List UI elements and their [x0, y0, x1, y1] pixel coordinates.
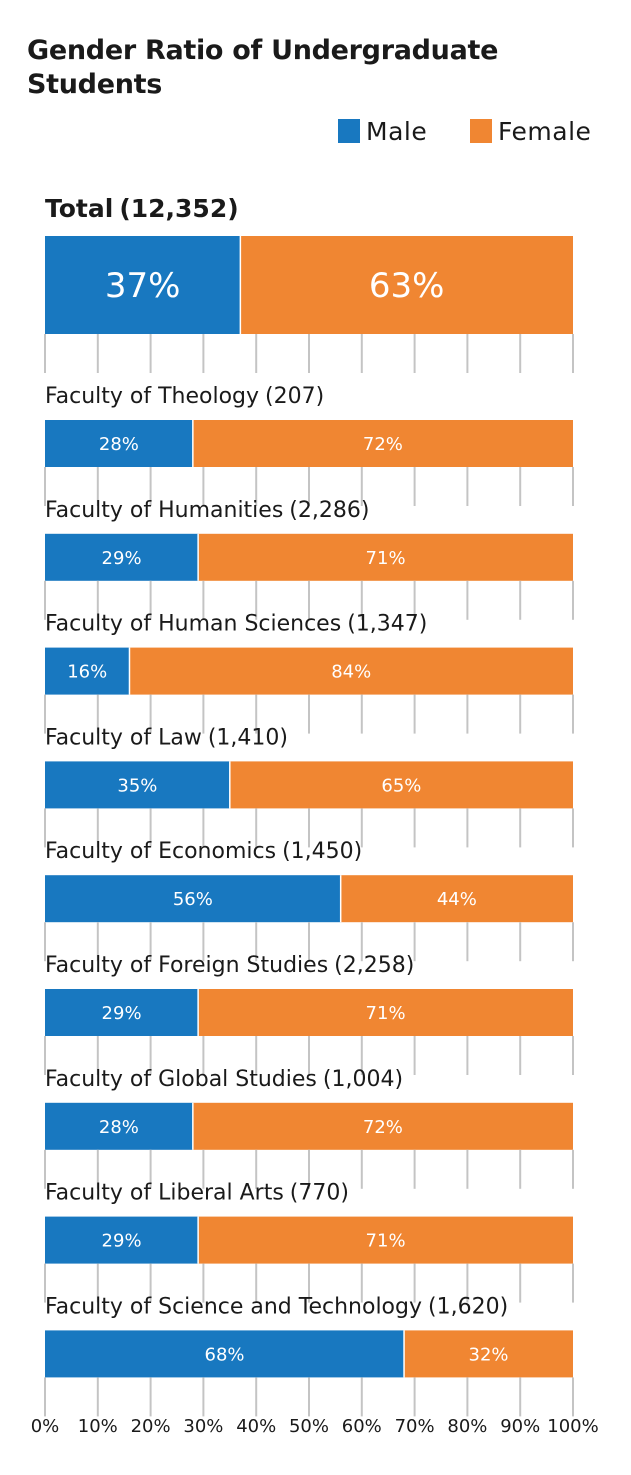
faculty-5-label: Faculty of Economics (1,450) — [45, 839, 362, 864]
faculty-1-male-value: 28% — [99, 434, 139, 455]
total-female-bar — [240, 236, 574, 334]
faculty-8-label: Faculty of Liberal Arts (770) — [45, 1181, 349, 1206]
faculty-9-female-bar — [404, 1330, 573, 1378]
legend-male-swatch — [338, 119, 360, 143]
legend-female-label: Female — [498, 116, 592, 146]
faculty-9-male-bar — [45, 1330, 405, 1378]
faculty-3-label: Faculty of Human Sciences (1,347) — [45, 612, 427, 637]
faculty-1-female-value: 72% — [363, 434, 403, 455]
x-tick-label: 90% — [500, 1416, 540, 1437]
faculty-9-female-value: 32% — [469, 1344, 509, 1365]
legend-male: Male — [338, 116, 427, 146]
faculty-8-female-value: 71% — [366, 1231, 406, 1252]
faculty-7-female-bar — [192, 1102, 573, 1150]
faculty-8-male-value: 29% — [102, 1231, 142, 1252]
x-tick-label: 70% — [395, 1416, 435, 1437]
faculty-6-male-bar — [45, 989, 199, 1036]
x-tick-label: 80% — [447, 1416, 487, 1437]
x-tick-label: 30% — [183, 1416, 223, 1437]
legend-female: Female — [470, 116, 591, 146]
faculty-2-female-bar — [198, 533, 573, 581]
x-tick-label: 100% — [547, 1416, 598, 1437]
faculty-2-female-value: 71% — [366, 548, 406, 569]
faculty-4-label: Faculty of Law (1,410) — [45, 725, 288, 750]
total-male-bar — [45, 236, 241, 334]
faculty-7-male-bar — [45, 1102, 193, 1150]
faculty-6-female-value: 71% — [366, 1003, 406, 1024]
faculty-8-female-bar — [198, 1216, 573, 1264]
faculty-3-female-value: 84% — [331, 662, 371, 683]
faculty-4-female-bar — [229, 761, 574, 809]
faculty-4-male-bar — [45, 761, 230, 809]
faculty-2-male-value: 29% — [102, 548, 142, 569]
legend-female-swatch — [470, 119, 492, 143]
total-label: Total (12,352) — [45, 194, 239, 223]
faculty-6-female-bar — [198, 989, 573, 1036]
faculty-5-male-bar — [45, 875, 341, 923]
x-tick-label: 0% — [31, 1416, 60, 1437]
faculty-2-label: Faculty of Humanities (2,286) — [45, 498, 369, 523]
faculty-6-label: Faculty of Foreign Studies (2,258) — [45, 953, 414, 978]
x-tick-label: 50% — [289, 1416, 329, 1437]
faculty-1-label: Faculty of Theology (207) — [45, 384, 324, 409]
faculty-5-male-value: 56% — [173, 889, 213, 910]
faculty-2-male-bar — [45, 533, 199, 581]
faculty-3-female-bar — [129, 647, 574, 695]
chart-title: Gender Ratio of Undergraduate Students — [27, 35, 499, 100]
faculty-6-male-value: 29% — [102, 1003, 142, 1024]
faculty-1-male-bar — [45, 420, 193, 467]
x-tick-label: 40% — [236, 1416, 276, 1437]
faculty-9-label: Faculty of Science and Technology (1,620) — [45, 1294, 508, 1319]
faculty-7-female-value: 72% — [363, 1117, 403, 1138]
total-female-value: 63% — [369, 266, 445, 306]
x-tick-label: 60% — [342, 1416, 382, 1437]
x-tick-label: 20% — [131, 1416, 171, 1437]
faculty-1-female-bar — [192, 420, 573, 467]
faculty-5-female-value: 44% — [437, 889, 477, 910]
x-tick-label: 10% — [78, 1416, 118, 1437]
faculty-4-male-value: 35% — [117, 775, 157, 796]
faculty-7-male-value: 28% — [99, 1117, 139, 1138]
faculty-4-female-value: 65% — [381, 775, 421, 796]
faculty-3-male-value: 16% — [67, 662, 107, 683]
faculty-3-male-bar — [45, 647, 130, 695]
legend-male-label: Male — [366, 116, 428, 146]
faculty-8-male-bar — [45, 1216, 199, 1264]
faculty-9-male-value: 68% — [205, 1344, 245, 1365]
total-male-value: 37% — [105, 266, 181, 306]
faculty-7-label: Faculty of Global Studies (1,004) — [45, 1067, 403, 1092]
faculty-5-female-bar — [340, 875, 573, 923]
